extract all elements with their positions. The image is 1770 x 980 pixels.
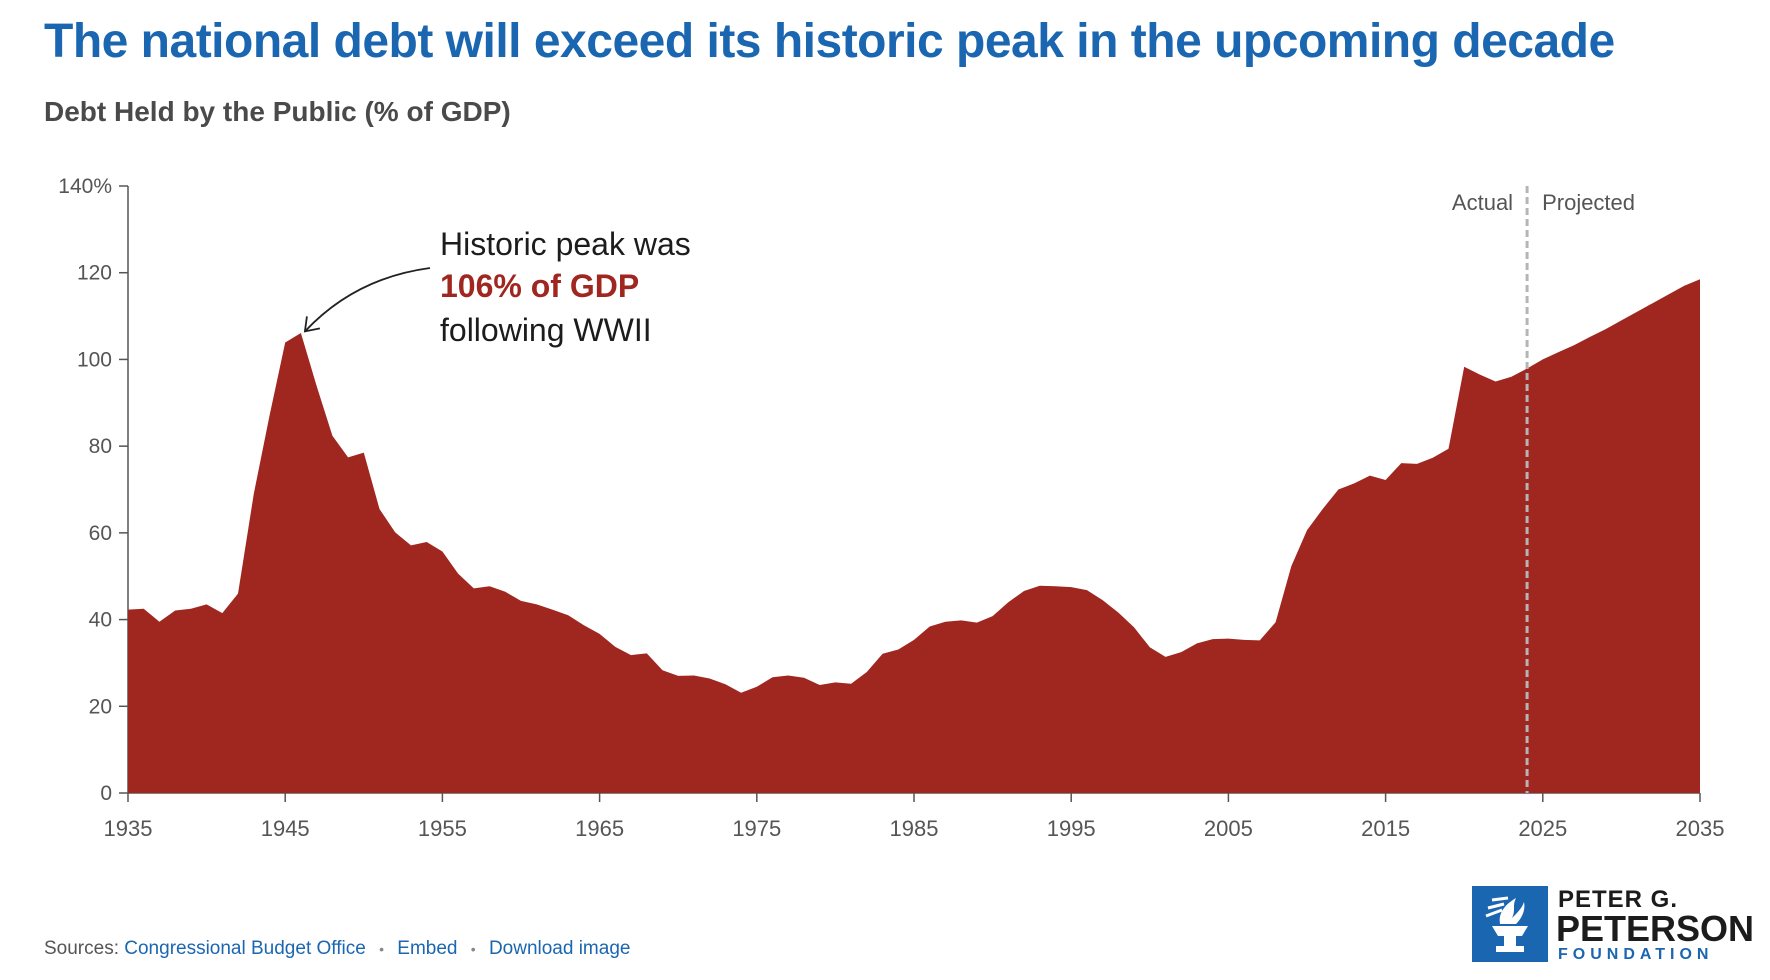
- source-link[interactable]: Congressional Budget Office: [124, 938, 366, 959]
- annotation-line-1: Historic peak was: [440, 226, 691, 262]
- y-tick-label: 20: [89, 695, 112, 718]
- x-tick-label: 2015: [1361, 816, 1410, 841]
- x-tick-label: 1955: [418, 816, 467, 841]
- y-tick-label: 80: [89, 435, 112, 458]
- embed-link[interactable]: Embed: [397, 938, 458, 959]
- logo-line-1: PETER G.: [1558, 886, 1679, 913]
- projected-label: Projected: [1542, 190, 1635, 215]
- y-tick-label: 40: [89, 609, 112, 632]
- y-tick-label: 0: [100, 782, 112, 805]
- logo-line-3: FOUNDATION: [1558, 946, 1714, 963]
- logo-line-2: PETERSON: [1556, 908, 1755, 949]
- x-tick-label: 1935: [104, 816, 153, 841]
- separator-dot: •: [379, 941, 384, 957]
- x-tick-label: 1995: [1047, 816, 1096, 841]
- annotation-line-2: 106% of GDP: [440, 268, 639, 304]
- x-tick-label: 1985: [890, 816, 939, 841]
- actual-label: Actual: [1452, 190, 1513, 215]
- peterson-foundation-logo[interactable]: PETER G. PETERSON FOUNDATION: [1472, 886, 1755, 966]
- debt-area-chart: Actual Projected 0 20 40 60 80 100 120 140% 1935…: [58, 175, 1724, 841]
- download-image-link[interactable]: Download image: [488, 938, 631, 959]
- x-tick-label: 1975: [732, 816, 781, 841]
- tick-labels: 0 20 40 60 80 100 120 140% 1935 1945 1955 1965 1975 1…: [58, 175, 1724, 841]
- debt-area: [128, 279, 1700, 793]
- x-tick-label: 2005: [1204, 816, 1253, 841]
- annotation-arrow: [304, 267, 431, 333]
- annotation-line-3: following WWII: [440, 312, 652, 348]
- sources-label: Sources:: [44, 938, 119, 959]
- x-tick-label: 2035: [1676, 816, 1725, 841]
- torch-logo-icon: [1472, 886, 1548, 962]
- separator-dot: •: [470, 941, 476, 957]
- x-tick-label: 1965: [575, 816, 624, 841]
- y-tick-label: 120: [77, 262, 112, 285]
- x-tick-label: 1945: [261, 816, 310, 841]
- annotation-arrowhead: [303, 316, 321, 333]
- y-tick-label: 140%: [58, 175, 112, 198]
- y-tick-label: 100: [77, 348, 112, 371]
- footer: Sources: Congressional Budget Office • E…: [44, 938, 630, 960]
- chart-subtitle: Debt Held by the Public (% of GDP): [44, 96, 511, 127]
- x-tick-label: 2025: [1518, 816, 1567, 841]
- y-tick-label: 60: [89, 522, 112, 545]
- page-title: The national debt will exceed its histor…: [44, 15, 1615, 68]
